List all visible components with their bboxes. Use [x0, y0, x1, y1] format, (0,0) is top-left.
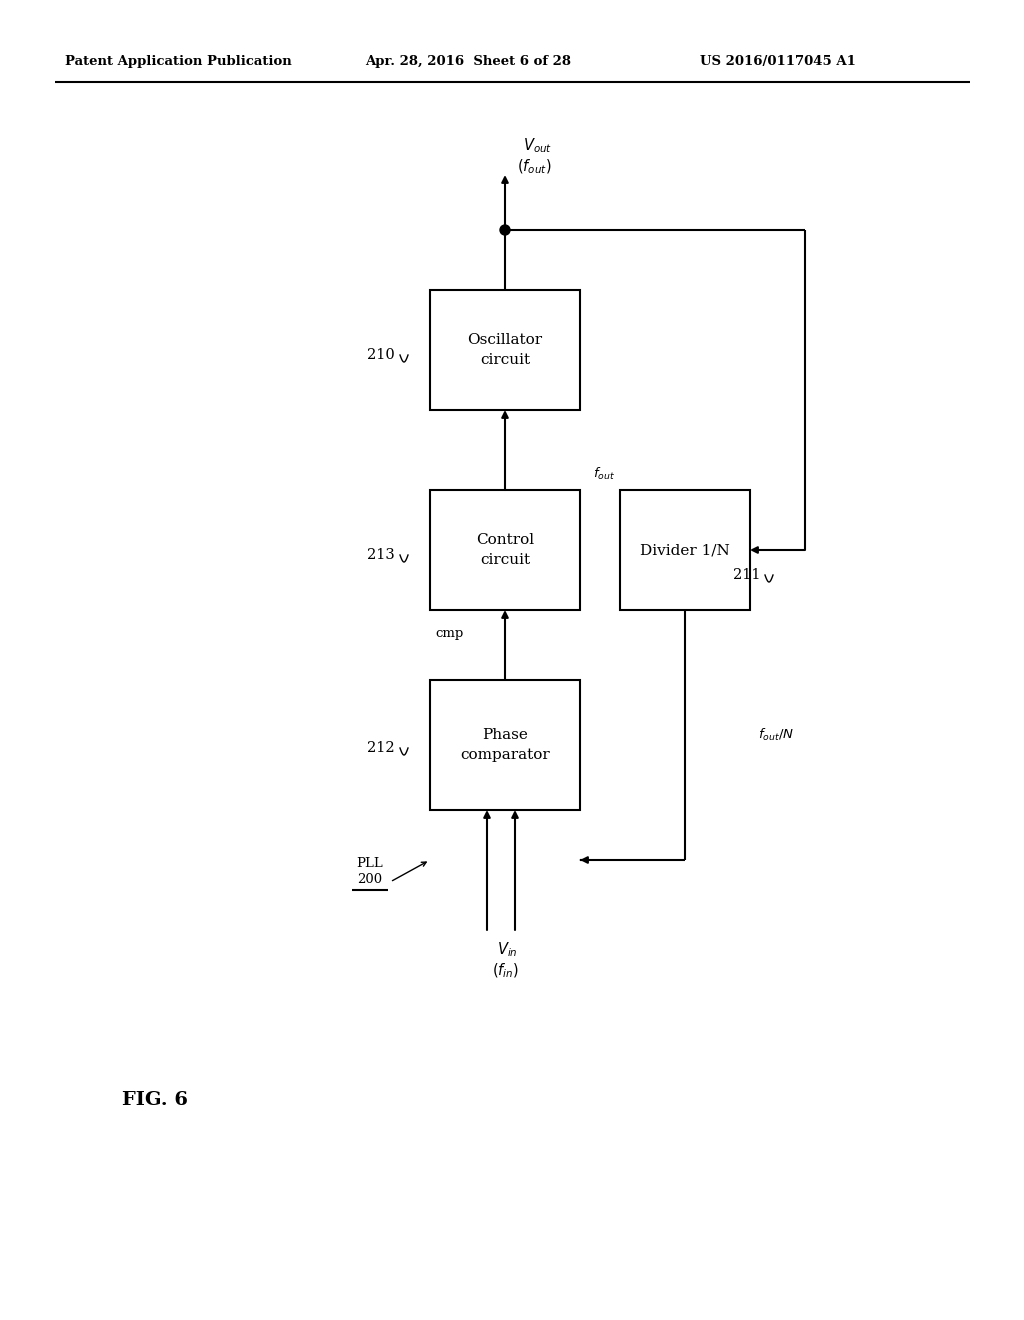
Text: PLL: PLL — [356, 857, 383, 870]
Text: cmp: cmp — [435, 627, 463, 640]
Text: Control
circuit: Control circuit — [476, 533, 535, 568]
Bar — [430, 490, 580, 610]
Text: $f_{out}$: $f_{out}$ — [593, 466, 615, 482]
Text: $(f_{out})$: $(f_{out})$ — [517, 158, 552, 177]
Text: Patent Application Publication: Patent Application Publication — [65, 55, 292, 69]
Text: US 2016/0117045 A1: US 2016/0117045 A1 — [700, 55, 856, 69]
Text: 213: 213 — [368, 548, 395, 562]
Text: Oscillator
circuit: Oscillator circuit — [467, 333, 543, 367]
Bar — [620, 490, 750, 610]
Text: 200: 200 — [357, 873, 383, 886]
Text: FIG. 6: FIG. 6 — [122, 1092, 188, 1109]
Text: Divider 1/N: Divider 1/N — [640, 543, 730, 557]
Bar — [430, 290, 580, 411]
Text: $V_{out}$: $V_{out}$ — [523, 136, 552, 154]
Circle shape — [500, 224, 510, 235]
Text: 210: 210 — [368, 348, 395, 362]
Text: $V_{in}$: $V_{in}$ — [497, 940, 518, 958]
Text: $f_{out}/N$: $f_{out}/N$ — [758, 727, 795, 743]
Text: 212: 212 — [368, 741, 395, 755]
Text: $(f_{in})$: $(f_{in})$ — [492, 962, 519, 981]
Text: Apr. 28, 2016  Sheet 6 of 28: Apr. 28, 2016 Sheet 6 of 28 — [365, 55, 571, 69]
Bar — [430, 680, 580, 810]
Text: Phase
comparator: Phase comparator — [460, 727, 550, 762]
Text: 211: 211 — [732, 568, 760, 582]
